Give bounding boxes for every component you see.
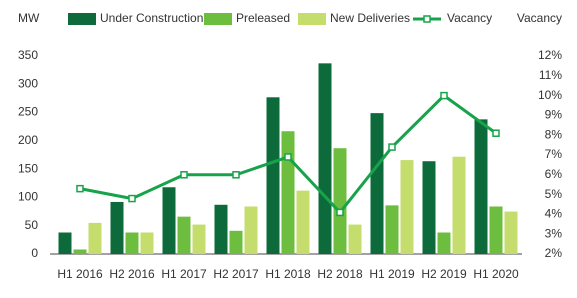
y-axis-label: MW: [18, 11, 40, 25]
x-tick-label: H2 2019: [421, 267, 467, 281]
line-marker: [336, 208, 344, 217]
line-marker: [128, 194, 136, 203]
y2-tick-label: 6%: [545, 167, 563, 181]
x-tick-label: H2 2018: [317, 267, 363, 281]
bar: [281, 131, 295, 254]
bar: [296, 190, 310, 254]
y-tick-label: 250: [18, 105, 38, 119]
bar: [437, 232, 451, 254]
legend-label: Vacancy: [447, 11, 492, 25]
legend-label: New Deliveries: [330, 11, 410, 25]
line-marker: [232, 171, 240, 179]
y2-tick-label: 9%: [545, 108, 563, 122]
y-tick-label: 150: [18, 161, 38, 175]
x-tick-label: H1 2019: [369, 267, 415, 281]
bar: [73, 249, 87, 254]
y2-axis-label: Vacancy: [517, 11, 562, 25]
bar: [162, 187, 176, 254]
legend-label: Preleased: [236, 11, 290, 25]
bar: [266, 97, 280, 254]
y-tick-label: 300: [18, 76, 38, 90]
line-marker: [284, 153, 292, 161]
bar: [177, 216, 191, 254]
line-marker: [440, 91, 448, 100]
bar: [140, 232, 154, 254]
line-marker: [76, 184, 84, 193]
y2-tick-label: 4%: [545, 207, 563, 221]
bar: [452, 156, 466, 254]
y2-tick-label: 8%: [545, 127, 563, 141]
legend-swatch: [204, 13, 232, 25]
line-marker: [388, 143, 396, 151]
y2-tick-label: 12%: [538, 48, 562, 62]
bar: [192, 224, 206, 254]
y-tick-label: 50: [25, 218, 39, 232]
bar: [229, 230, 243, 254]
y2-tick-label: 7%: [545, 147, 563, 161]
y2-tick-label: 2%: [545, 246, 563, 260]
y2-tick-label: 11%: [539, 68, 562, 82]
bar: [422, 161, 436, 254]
bar: [244, 206, 258, 254]
bar: [110, 201, 124, 254]
y-tick-label: 200: [18, 133, 38, 147]
bar: [474, 119, 488, 254]
legend-swatch: [68, 13, 96, 25]
line-marker: [180, 171, 188, 179]
y-tick-label: 0: [31, 246, 38, 260]
y2-tick-label: 5%: [545, 187, 563, 201]
bar: [370, 113, 384, 254]
bar: [214, 204, 228, 254]
line-marker: [492, 129, 500, 137]
bar: [318, 63, 332, 255]
bar: [385, 205, 399, 254]
x-tick-label: H2 2017: [213, 267, 259, 281]
bar: [333, 148, 347, 254]
x-tick-label: H1 2018: [265, 267, 311, 281]
y2-tick-label: 10%: [538, 88, 562, 102]
legend-swatch: [298, 13, 326, 25]
bar: [504, 211, 518, 254]
y-tick-label: 350: [18, 48, 38, 62]
bar: [88, 222, 102, 254]
legend-marker: [423, 15, 431, 23]
bar: [58, 232, 72, 254]
bar: [125, 232, 139, 254]
x-tick-label: H1 2020: [473, 267, 519, 281]
y-tick-label: 100: [18, 190, 38, 204]
bar: [400, 160, 414, 254]
x-tick-label: H2 2016: [109, 267, 155, 281]
x-tick-label: H1 2016: [57, 267, 103, 281]
legend-label: Under Construction: [100, 11, 203, 25]
bar: [489, 206, 503, 254]
x-tick-label: H1 2017: [161, 267, 207, 281]
bar: [348, 224, 362, 254]
y2-tick-label: 3%: [545, 226, 563, 240]
